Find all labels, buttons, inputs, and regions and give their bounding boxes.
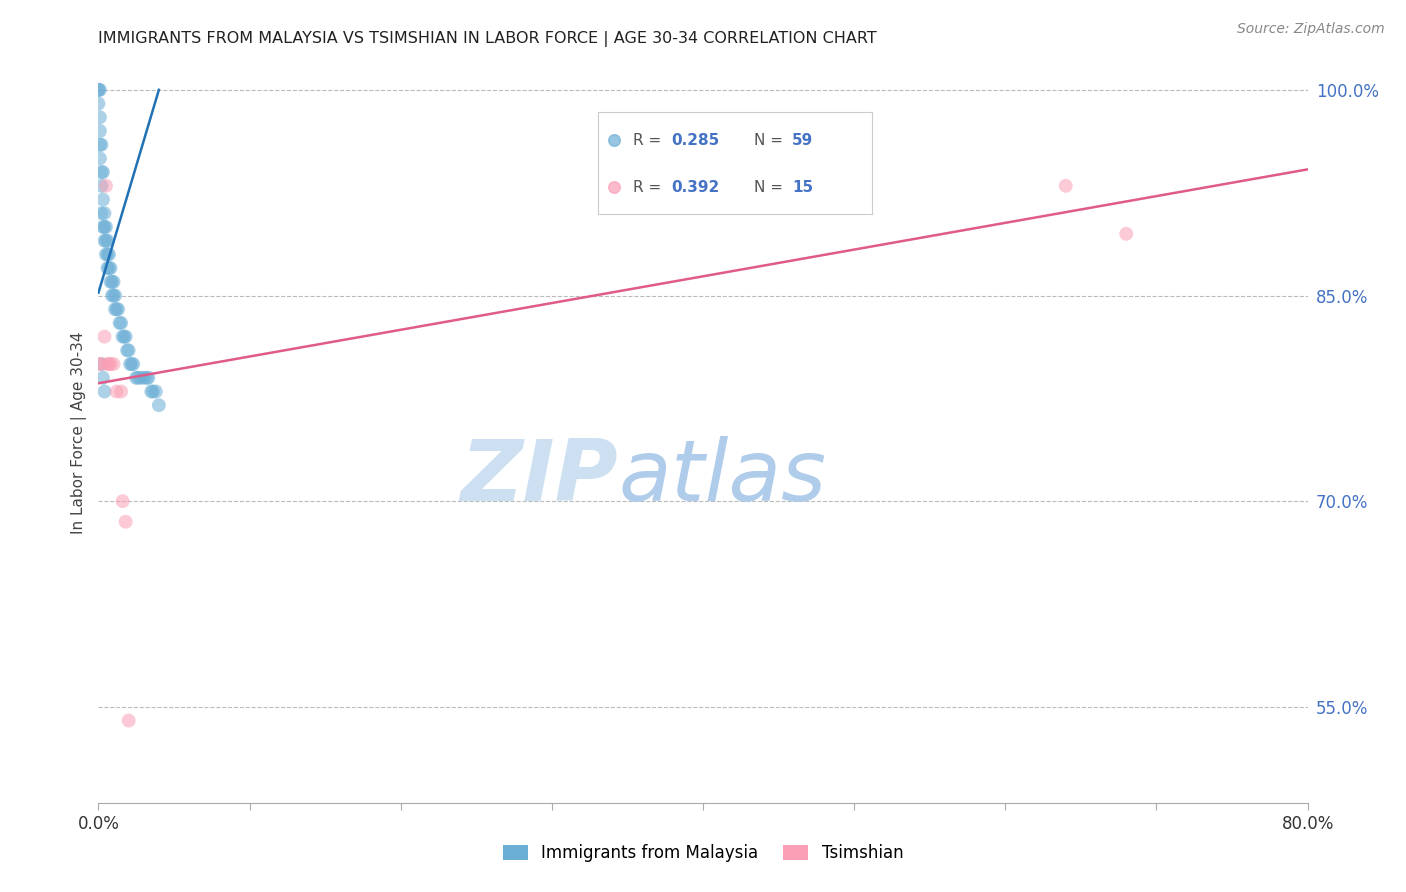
Point [118, 714, 141, 728]
Point [101, 288, 124, 302]
Point [100, 261, 122, 276]
Point [103, 288, 125, 302]
Point [94, 178, 117, 193]
Point [87, 83, 110, 97]
Point [115, 343, 138, 358]
Text: 0.285: 0.285 [672, 133, 720, 148]
Point [89, 83, 111, 97]
Point [91, 165, 114, 179]
Point [91, 371, 114, 385]
Point [120, 357, 142, 371]
Point [96, 357, 118, 371]
Point [104, 302, 127, 317]
Point [90, 137, 112, 152]
Point [98, 261, 121, 276]
Text: 0.392: 0.392 [672, 180, 720, 195]
Point [105, 302, 128, 317]
Point [101, 275, 124, 289]
Point [94, 219, 117, 234]
Point [122, 357, 145, 371]
Point [91, 193, 114, 207]
Point [111, 494, 134, 508]
Point [110, 384, 132, 399]
Text: R =: R = [633, 133, 666, 148]
Point [89, 152, 111, 166]
Point [141, 384, 163, 399]
Text: 15: 15 [792, 180, 813, 195]
Point [89, 124, 111, 138]
Point [135, 371, 157, 385]
Point [127, 371, 149, 385]
Point [107, 302, 129, 317]
Point [112, 329, 135, 343]
Point [129, 371, 152, 385]
Text: IMMIGRANTS FROM MALAYSIA VS TSIMSHIAN IN LABOR FORCE | AGE 30-34 CORRELATION CHA: IMMIGRANTS FROM MALAYSIA VS TSIMSHIAN IN… [98, 31, 877, 47]
Point [89, 110, 111, 124]
Point [89, 137, 111, 152]
Point [118, 343, 141, 358]
Point [90, 178, 112, 193]
Point [93, 384, 115, 399]
Point [98, 247, 121, 261]
Point [105, 384, 128, 399]
Point [148, 398, 170, 412]
Point [1115, 227, 1137, 241]
Point [96, 261, 118, 276]
Point [94, 247, 117, 261]
Point [100, 275, 122, 289]
Point [96, 247, 118, 261]
Point [90, 165, 112, 179]
Text: 59: 59 [792, 133, 814, 148]
Point [121, 357, 143, 371]
Point [136, 371, 159, 385]
Point [93, 329, 115, 343]
Point [110, 316, 132, 330]
Point [103, 275, 125, 289]
Point [104, 288, 127, 302]
Point [125, 371, 148, 385]
Point [114, 329, 136, 343]
Point [87, 83, 110, 97]
Point [103, 357, 125, 371]
Point [603, 133, 626, 147]
Point [145, 384, 167, 399]
Legend: Immigrants from Malaysia, Tsimshian: Immigrants from Malaysia, Tsimshian [496, 838, 910, 869]
Point [603, 180, 626, 194]
Point [132, 371, 155, 385]
Point [91, 219, 114, 234]
Point [90, 206, 112, 220]
Point [96, 234, 118, 248]
Point [90, 357, 112, 371]
Point [111, 329, 134, 343]
Point [114, 515, 136, 529]
Text: atlas: atlas [619, 435, 827, 518]
Point [94, 234, 117, 248]
Point [142, 384, 165, 399]
Point [90, 357, 112, 371]
Text: N =: N = [754, 133, 787, 148]
Point [100, 357, 122, 371]
Text: ZIP: ZIP [461, 435, 619, 518]
Point [93, 234, 115, 248]
Text: N =: N = [754, 180, 787, 195]
Text: Source: ZipAtlas.com: Source: ZipAtlas.com [1237, 22, 1385, 37]
Point [108, 316, 131, 330]
Y-axis label: In Labor Force | Age 30-34: In Labor Force | Age 30-34 [72, 331, 87, 534]
Point [1054, 178, 1077, 193]
Point [98, 357, 121, 371]
Point [87, 357, 110, 371]
Point [93, 206, 115, 220]
Text: R =: R = [633, 180, 666, 195]
Point [87, 96, 110, 111]
Point [93, 219, 115, 234]
